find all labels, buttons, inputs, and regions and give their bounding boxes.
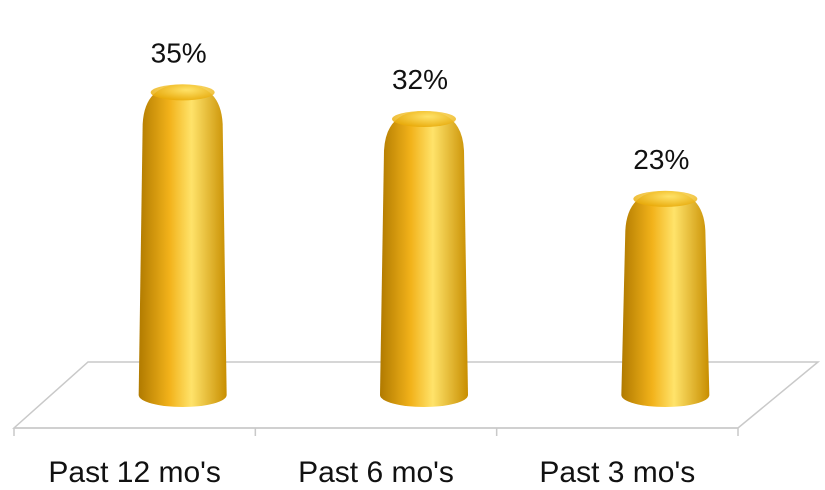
category-labels: Past 12 mo's Past 6 mo's Past 3 mo's (48, 456, 695, 489)
category-label: Past 12 mo's (48, 456, 220, 489)
value-label: 32% (392, 64, 448, 95)
bars (138, 84, 710, 407)
bar-body (380, 111, 468, 407)
bar-cap (150, 84, 215, 101)
bar (621, 190, 710, 407)
bar-body (621, 190, 710, 407)
bar-cap (633, 190, 698, 207)
value-labels: 35% 32% 23% (151, 37, 690, 175)
category-label: Past 6 mo's (298, 456, 454, 489)
bar (380, 111, 468, 407)
x-axis-ticks (13, 428, 739, 436)
bar (138, 84, 227, 407)
bar-cap (392, 111, 456, 127)
bar-body (138, 84, 227, 407)
value-label: 35% (151, 37, 207, 68)
value-label: 23% (633, 144, 689, 175)
category-label: Past 3 mo's (539, 456, 695, 489)
